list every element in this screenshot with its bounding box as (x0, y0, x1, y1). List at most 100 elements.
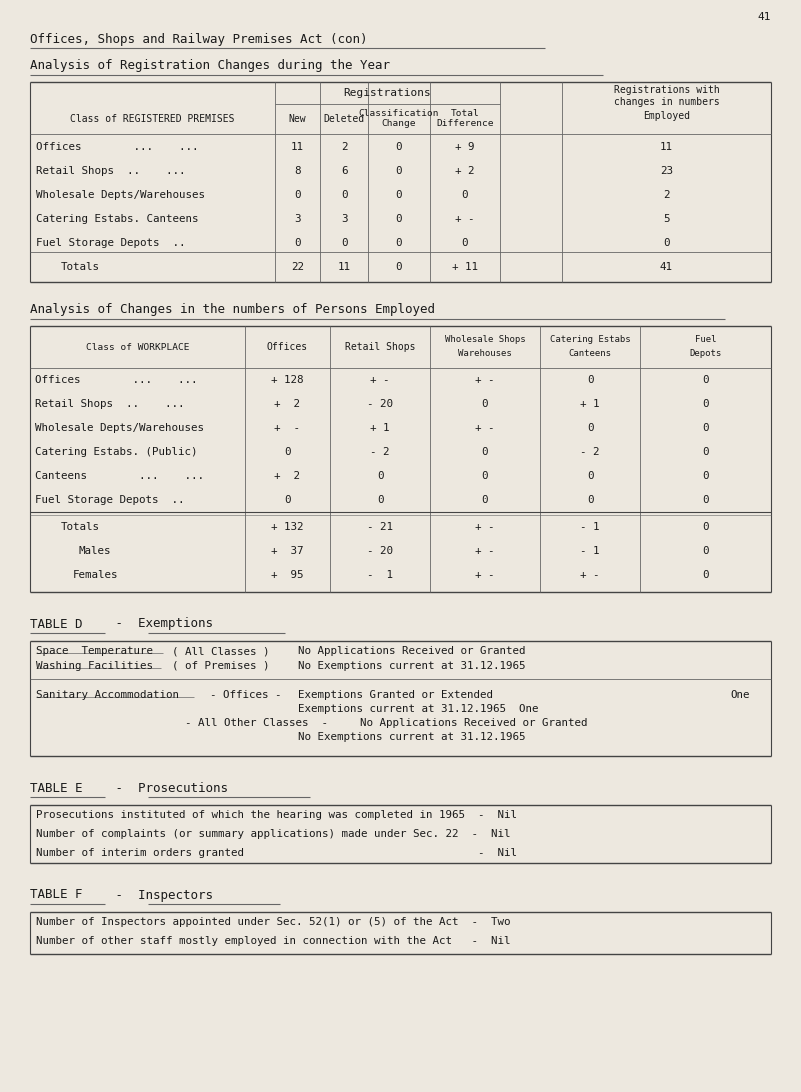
Text: Analysis of Changes in the numbers of Persons Employed: Analysis of Changes in the numbers of Pe… (30, 304, 435, 317)
Text: 3: 3 (294, 214, 300, 224)
Text: Offices        ...    ...: Offices ... ... (35, 375, 198, 385)
Text: 0: 0 (587, 423, 594, 434)
Text: Catering Estabs. Canteens: Catering Estabs. Canteens (36, 214, 199, 224)
Text: Totals: Totals (61, 262, 99, 272)
Text: changes in numbers: changes in numbers (614, 97, 719, 107)
Text: 3: 3 (340, 214, 348, 224)
Text: 0: 0 (461, 238, 469, 248)
Text: Registrations: Registrations (344, 88, 432, 98)
Text: 5: 5 (663, 214, 670, 224)
Text: 41: 41 (758, 12, 771, 22)
Text: +  2: + 2 (275, 471, 300, 480)
Text: 0: 0 (702, 570, 709, 580)
Text: 0: 0 (396, 262, 402, 272)
Text: 0: 0 (481, 495, 489, 505)
Text: No Applications Received or Granted: No Applications Received or Granted (298, 646, 525, 656)
Text: 2: 2 (663, 190, 670, 200)
Text: 11: 11 (291, 142, 304, 152)
Text: Prosecutions instituted of which the hearing was completed in 1965  -  Nil: Prosecutions instituted of which the hea… (36, 810, 517, 820)
Text: - 2: - 2 (580, 447, 600, 456)
Text: + -: + - (455, 214, 475, 224)
Text: -  Exemptions: - Exemptions (108, 617, 213, 630)
Text: 8: 8 (294, 166, 300, 176)
Text: TABLE F: TABLE F (30, 889, 83, 902)
Text: -  1: - 1 (367, 570, 393, 580)
Text: + -: + - (475, 423, 495, 434)
Text: 0: 0 (461, 190, 469, 200)
Text: 0: 0 (702, 495, 709, 505)
Text: ( of Premises ): ( of Premises ) (172, 661, 269, 670)
Text: Number of other staff mostly employed in connection with the Act   -  Nil: Number of other staff mostly employed in… (36, 937, 510, 947)
Text: Washing Facilities: Washing Facilities (36, 661, 153, 670)
Text: + 128: + 128 (272, 375, 304, 385)
Text: 0: 0 (376, 471, 383, 480)
Text: Employed: Employed (643, 111, 690, 121)
Text: 0: 0 (587, 495, 594, 505)
Text: + 9: + 9 (455, 142, 475, 152)
Text: + 11: + 11 (452, 262, 478, 272)
Text: + 132: + 132 (272, 522, 304, 532)
Text: + 1: + 1 (580, 399, 600, 410)
Text: 0: 0 (396, 142, 402, 152)
Text: Depots: Depots (690, 349, 722, 358)
Text: - 1: - 1 (580, 522, 600, 532)
Text: Offices        ...    ...: Offices ... ... (36, 142, 199, 152)
Text: 0: 0 (663, 238, 670, 248)
Text: 0: 0 (702, 375, 709, 385)
Text: 11: 11 (660, 142, 673, 152)
Text: Wholesale Depts/Warehouses: Wholesale Depts/Warehouses (35, 423, 204, 434)
Text: 0: 0 (376, 495, 383, 505)
Text: + -: + - (580, 570, 600, 580)
Text: Fuel Storage Depots  ..: Fuel Storage Depots .. (35, 495, 184, 505)
Text: +  37: + 37 (272, 546, 304, 556)
Text: + -: + - (475, 546, 495, 556)
Text: 0: 0 (294, 238, 300, 248)
Text: One: One (731, 690, 750, 700)
Text: Analysis of Registration Changes during the Year: Analysis of Registration Changes during … (30, 59, 390, 72)
Text: Totals: Totals (61, 522, 99, 532)
Text: New: New (288, 114, 306, 124)
Text: Warehouses: Warehouses (458, 349, 512, 358)
Text: + -: + - (475, 522, 495, 532)
Text: 0: 0 (587, 471, 594, 480)
Text: Number of interim orders granted                                    -  Nil: Number of interim orders granted - Nil (36, 848, 517, 858)
Text: 0: 0 (396, 214, 402, 224)
Text: 0: 0 (702, 447, 709, 456)
Text: 0: 0 (481, 447, 489, 456)
Text: Difference: Difference (437, 119, 493, 129)
Text: Males: Males (78, 546, 111, 556)
Text: Deleted: Deleted (324, 114, 364, 124)
Text: Sanitary Accommodation: Sanitary Accommodation (36, 690, 179, 700)
Text: 0: 0 (481, 471, 489, 480)
Text: Catering Estabs: Catering Estabs (549, 335, 630, 344)
Text: Fuel Storage Depots  ..: Fuel Storage Depots .. (36, 238, 186, 248)
Text: 6: 6 (340, 166, 348, 176)
Text: 0: 0 (702, 399, 709, 410)
Text: Class of REGISTERED PREMISES: Class of REGISTERED PREMISES (70, 114, 235, 124)
Text: - All Other Classes  -: - All Other Classes - (185, 719, 328, 728)
Text: + -: + - (475, 570, 495, 580)
Text: Change: Change (382, 119, 417, 129)
Text: No Exemptions current at 31.12.1965: No Exemptions current at 31.12.1965 (298, 732, 525, 741)
Text: Retail Shops: Retail Shops (344, 342, 415, 352)
Text: Canteens: Canteens (569, 349, 611, 358)
Text: Fuel: Fuel (694, 335, 716, 344)
Text: 0: 0 (396, 190, 402, 200)
Text: Number of complaints (or summary applications) made under Sec. 22  -  Nil: Number of complaints (or summary applica… (36, 830, 510, 840)
Text: 2: 2 (340, 142, 348, 152)
Text: Space  Temperature: Space Temperature (36, 646, 153, 656)
Text: Exemptions Granted or Extended: Exemptions Granted or Extended (298, 690, 493, 700)
Text: 11: 11 (337, 262, 351, 272)
Text: 0: 0 (702, 546, 709, 556)
Text: 0: 0 (340, 190, 348, 200)
Text: Total: Total (451, 109, 479, 119)
Text: 0: 0 (294, 190, 300, 200)
Text: - 20: - 20 (367, 399, 393, 410)
Text: + 1: + 1 (370, 423, 390, 434)
Text: Retail Shops  ..    ...: Retail Shops .. ... (35, 399, 184, 410)
Text: Canteens        ...    ...: Canteens ... ... (35, 471, 204, 480)
Text: + -: + - (475, 375, 495, 385)
Text: Catering Estabs. (Public): Catering Estabs. (Public) (35, 447, 198, 456)
Text: 0: 0 (702, 471, 709, 480)
Text: +  2: + 2 (275, 399, 300, 410)
